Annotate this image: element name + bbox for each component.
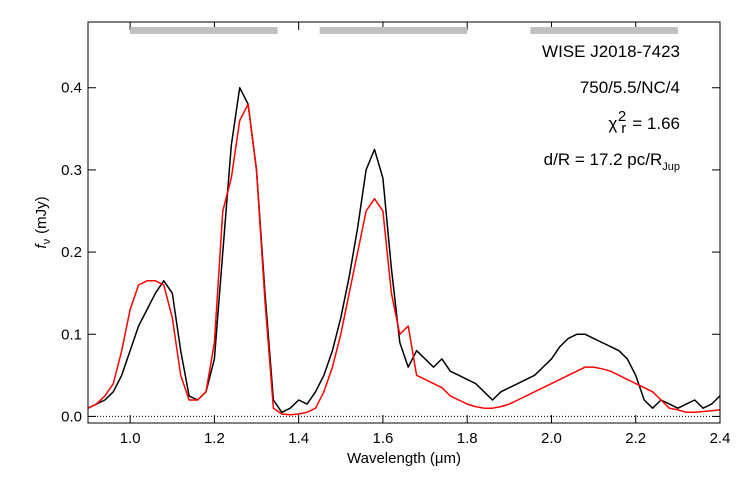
x-tick-label: 1.6	[373, 430, 394, 447]
y-tick-label: 0.2	[61, 244, 82, 261]
y-tick-label: 0.3	[61, 162, 82, 179]
spectrum-line	[87, 103, 721, 416]
y-axis-label: fν (mJy)	[33, 196, 53, 248]
x-axis-label: Wavelength (μm)	[347, 450, 461, 467]
plot-frame	[87, 21, 721, 424]
annotation-sup: 2	[618, 108, 626, 125]
x-tick-label: 2.0	[541, 430, 562, 447]
x-tick-label: 1.0	[120, 430, 141, 447]
annotation: = 1.66	[632, 114, 680, 133]
annotation: 750/5.5/NC/4	[580, 78, 680, 97]
x-tick-label: 1.8	[457, 430, 478, 447]
y-tick-label: 0.1	[61, 326, 82, 343]
x-tick-label: 1.2	[204, 430, 225, 447]
y-tick-label: 0.4	[61, 80, 82, 97]
band	[530, 27, 678, 34]
annotation: χ	[608, 114, 617, 133]
y-tick-label: 0.0	[61, 408, 82, 425]
annotation: d/R = 17.2 pc/RJup	[544, 150, 680, 173]
annotation-sub: Jup	[662, 161, 680, 173]
annotation: WISE J2018-7423	[542, 42, 680, 61]
x-tick-label: 2.2	[625, 430, 646, 447]
x-tick-label: 1.4	[288, 430, 309, 447]
y-label-sub: ν	[41, 238, 53, 244]
band	[319, 27, 468, 34]
x-tick-label: 2.4	[710, 430, 731, 447]
annotation-main: d/R = 17.2 pc/R	[544, 150, 663, 169]
spectrum-line	[87, 86, 721, 414]
annotation-sub: r	[621, 120, 626, 137]
y-label-symbol: f	[33, 243, 50, 249]
band	[130, 27, 278, 34]
y-label-unit: (mJy)	[33, 196, 50, 234]
